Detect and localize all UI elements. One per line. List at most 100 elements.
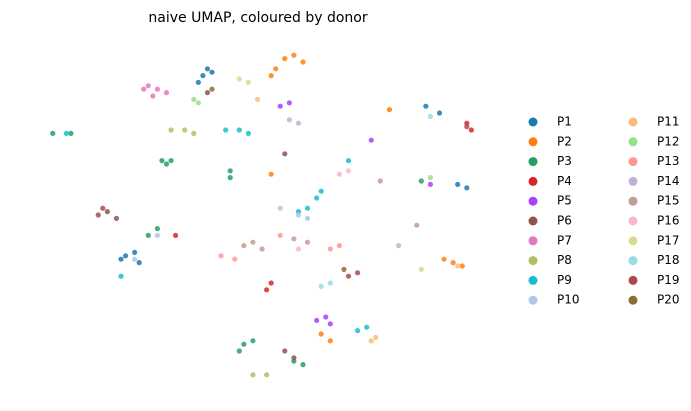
- point: [368, 137, 374, 143]
- point: [250, 338, 256, 344]
- legend-marker: [628, 137, 638, 147]
- point: [314, 317, 320, 323]
- legend-label: P18: [657, 253, 680, 267]
- point: [427, 175, 433, 181]
- point: [395, 243, 402, 249]
- point: [295, 212, 302, 218]
- legend-marker: [628, 295, 638, 305]
- legend-marker: [528, 256, 538, 266]
- point: [450, 260, 456, 266]
- point: [268, 171, 274, 177]
- legend-marker: [528, 117, 538, 127]
- legend-label: P6: [557, 214, 572, 228]
- point: [282, 56, 288, 62]
- point: [341, 266, 347, 272]
- legend-label: P12: [657, 134, 680, 148]
- point: [254, 96, 261, 102]
- point: [468, 127, 474, 133]
- point: [191, 130, 197, 136]
- legend-marker: [528, 216, 538, 226]
- point: [200, 73, 206, 79]
- point: [250, 372, 256, 378]
- point: [436, 110, 443, 116]
- point: [264, 287, 270, 293]
- point: [209, 69, 215, 75]
- point: [191, 96, 197, 102]
- legend-label: P16: [657, 214, 680, 228]
- point: [327, 280, 333, 286]
- point: [355, 328, 361, 334]
- point: [236, 127, 242, 133]
- point: [464, 124, 470, 130]
- point: [427, 181, 433, 187]
- point: [286, 117, 292, 123]
- point: [236, 76, 242, 82]
- point: [132, 249, 138, 255]
- legend-label: P8: [557, 253, 572, 267]
- point: [304, 205, 311, 211]
- point: [145, 232, 151, 238]
- legend-marker: [628, 196, 638, 206]
- point: [291, 236, 297, 242]
- point: [277, 205, 283, 211]
- point: [209, 86, 215, 92]
- legend-label: P9: [557, 273, 572, 287]
- point: [241, 341, 247, 347]
- chart-title: naive UMAP, coloured by donor: [148, 10, 367, 26]
- point: [227, 168, 233, 174]
- point: [50, 130, 56, 136]
- legend-marker: [628, 256, 638, 266]
- legend-label: P17: [657, 233, 680, 247]
- point: [455, 263, 461, 269]
- legend-label: P19: [657, 273, 680, 287]
- point: [441, 256, 447, 262]
- point: [163, 161, 170, 167]
- point: [154, 226, 160, 232]
- point: [204, 90, 211, 96]
- point: [236, 348, 242, 354]
- point: [118, 273, 124, 279]
- point: [364, 324, 370, 330]
- point: [291, 52, 297, 58]
- point: [336, 243, 342, 249]
- point: [355, 270, 361, 276]
- point: [314, 195, 320, 201]
- legend-marker: [528, 236, 538, 246]
- point: [336, 171, 342, 177]
- legend-label: P5: [557, 194, 572, 208]
- point: [223, 127, 229, 133]
- point: [327, 246, 333, 252]
- legend-label: P11: [657, 115, 680, 129]
- point: [163, 90, 170, 96]
- point: [218, 253, 224, 259]
- legend-label: P3: [557, 154, 572, 168]
- point: [304, 215, 311, 221]
- point: [259, 246, 265, 252]
- point: [277, 103, 283, 109]
- legend-marker: [528, 275, 538, 285]
- point: [264, 372, 270, 378]
- point: [300, 362, 306, 368]
- legend-label: P20: [657, 293, 680, 307]
- point: [100, 205, 106, 211]
- legend-label: P15: [657, 194, 680, 208]
- point: [423, 103, 429, 109]
- point: [168, 127, 174, 133]
- point: [141, 86, 147, 92]
- point: [241, 243, 247, 249]
- point: [204, 66, 211, 72]
- point: [277, 232, 283, 238]
- legend-label: P1: [557, 115, 572, 129]
- legend-marker: [628, 176, 638, 186]
- point: [159, 158, 165, 164]
- legend-label: P13: [657, 154, 680, 168]
- legend-marker: [528, 295, 538, 305]
- point: [295, 120, 302, 126]
- point: [250, 239, 256, 245]
- point: [268, 280, 274, 286]
- point: [455, 181, 461, 187]
- legend-marker: [528, 196, 538, 206]
- point: [291, 355, 297, 361]
- point: [245, 130, 251, 136]
- legend-label: P2: [557, 134, 572, 148]
